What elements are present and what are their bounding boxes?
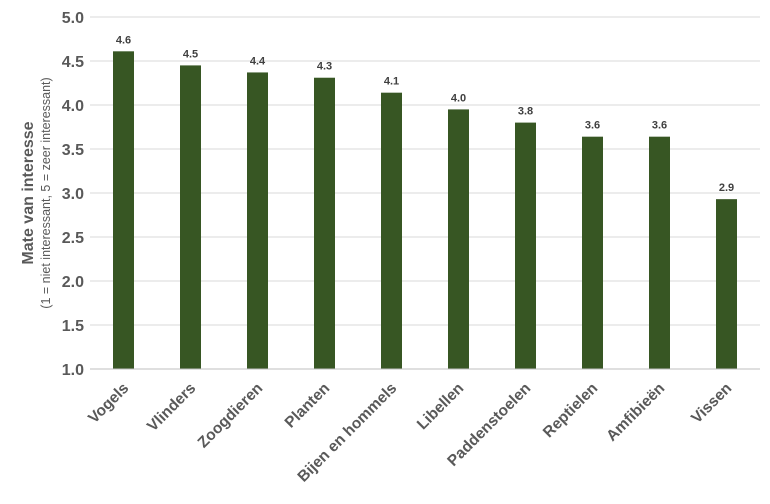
y-tick-label: 2.0 — [62, 274, 84, 291]
data-label: 3.8 — [518, 106, 533, 118]
bar — [649, 136, 670, 369]
x-tick-label: Reptielen — [540, 380, 601, 441]
y-axis-subtitle: (1 = niet interessant, 5 = zeer interess… — [39, 77, 53, 308]
data-label: 4.3 — [317, 61, 332, 73]
bar — [515, 122, 536, 369]
y-tick-label: 1.5 — [62, 318, 84, 335]
bar — [381, 92, 402, 370]
data-label: 4.4 — [250, 55, 266, 67]
y-tick-label: 1.0 — [62, 362, 84, 379]
bars — [113, 51, 737, 370]
x-tick-label: Libellen — [414, 380, 467, 433]
x-tick-label: Vogels — [85, 380, 132, 427]
bar — [582, 136, 603, 369]
bar — [314, 77, 335, 369]
x-tick-label: Vlinders — [144, 380, 199, 435]
y-tick-label: 3.5 — [62, 142, 84, 159]
data-label: 4.6 — [116, 34, 131, 46]
y-axis-ticks: 1.0 1.5 2.0 2.5 3.0 3.5 4.0 4.5 5.0 — [62, 10, 84, 379]
data-labels: 4.6 4.5 4.4 4.3 4.1 4.0 3.8 3.6 3.6 2.9 — [116, 34, 734, 194]
data-label: 3.6 — [585, 120, 600, 132]
data-label: 2.9 — [719, 182, 734, 194]
y-tick-label: 4.5 — [62, 54, 84, 71]
x-tick-label: Amfibieën — [603, 380, 668, 445]
gridlines — [90, 16, 760, 370]
x-tick-label: Zoogdieren — [195, 380, 267, 452]
data-label: 4.5 — [183, 48, 198, 60]
y-tick-label: 2.5 — [62, 230, 84, 247]
y-axis-title: Mate van interesse — [20, 121, 37, 264]
bar — [113, 51, 134, 369]
x-tick-label: Vissen — [688, 380, 735, 427]
bar — [180, 65, 201, 370]
data-label: 3.6 — [652, 120, 667, 132]
bar — [448, 109, 469, 370]
y-tick-label: 3.0 — [62, 186, 84, 203]
y-tick-label: 5.0 — [62, 10, 84, 27]
bar — [247, 72, 268, 369]
y-tick-label: 4.0 — [62, 98, 84, 115]
data-label: 4.1 — [384, 76, 399, 88]
data-label: 4.0 — [451, 92, 466, 104]
bar — [716, 199, 737, 369]
x-tick-label: Planten — [282, 380, 334, 432]
